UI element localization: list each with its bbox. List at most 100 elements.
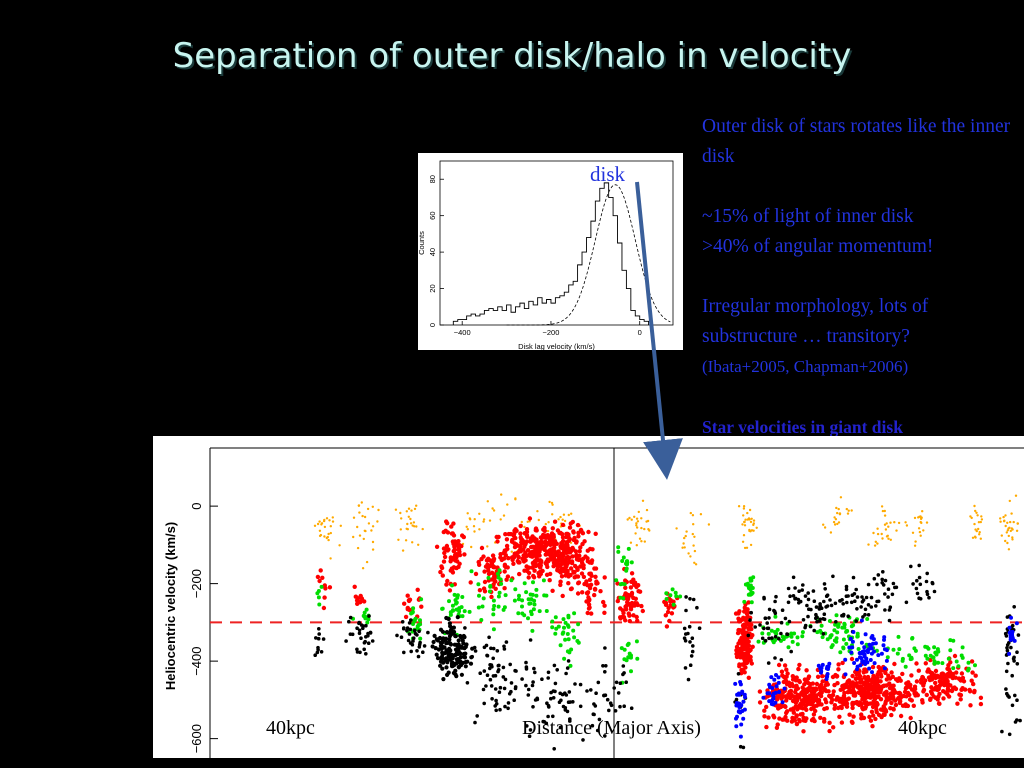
scatter-point — [407, 621, 412, 625]
scatter-point — [480, 604, 485, 609]
scatter-point — [980, 515, 983, 518]
scatter-point — [460, 533, 465, 538]
scatter-point — [797, 717, 802, 723]
scatter-point — [587, 597, 592, 602]
scatter-point — [576, 557, 581, 563]
scatter-point — [454, 555, 459, 560]
scatter-point — [824, 605, 828, 609]
scatter-point — [616, 545, 621, 550]
scatter-point — [557, 518, 560, 521]
scatter-point — [449, 524, 454, 529]
scatter-point — [841, 637, 846, 642]
scatter-point — [891, 581, 896, 586]
scatter-point — [850, 705, 855, 711]
scatter-point — [316, 522, 320, 526]
scatter-point — [901, 693, 907, 699]
scatter-point — [640, 526, 643, 530]
scatter-point — [741, 540, 745, 543]
scatter-point — [913, 693, 918, 698]
scatter-point — [552, 519, 558, 524]
scatter-point — [566, 700, 571, 704]
scatter-point — [525, 724, 529, 728]
scatter-point — [613, 709, 618, 713]
scatter-point — [318, 520, 321, 523]
scatter-point — [516, 597, 521, 602]
scatter-point — [833, 523, 837, 526]
scatter-point — [779, 631, 783, 636]
scatter-point — [482, 569, 487, 574]
scatter-point — [542, 528, 547, 533]
side-text-p4: Star velocities in giant disk — [702, 417, 903, 437]
scatter-point — [364, 652, 368, 656]
scatter-point — [913, 648, 918, 653]
scatter-point — [413, 507, 417, 511]
scatter-point — [914, 586, 919, 591]
scatter-point — [601, 599, 606, 605]
scatter-point — [740, 645, 745, 650]
scatter-point — [966, 660, 971, 665]
scatter-point — [624, 658, 629, 663]
scatter-point — [513, 542, 519, 547]
scatter-point — [550, 526, 555, 531]
scatter-point — [834, 613, 839, 618]
scatter-point — [526, 570, 532, 576]
scatter-point — [845, 507, 848, 511]
scatter-point — [415, 525, 418, 528]
scatter-point — [626, 518, 629, 521]
scatter-point — [811, 589, 816, 593]
scatter-point — [833, 601, 838, 606]
scatter-point — [589, 688, 593, 692]
scatter-point — [937, 701, 942, 706]
scatter-point — [883, 514, 887, 517]
scatter-point — [313, 524, 317, 527]
scatter-point — [871, 701, 877, 706]
scatter-point — [819, 606, 824, 610]
scatter-point — [621, 664, 626, 668]
scatter-point — [513, 686, 518, 691]
scatter-point — [635, 544, 638, 547]
scatter-point — [321, 637, 326, 641]
scatter-point — [940, 661, 945, 666]
scatter-point — [737, 505, 741, 508]
scatter-point — [847, 712, 852, 717]
scatter-point — [530, 683, 535, 688]
scatter-point — [887, 537, 890, 540]
scatter-point — [559, 541, 564, 546]
scatter-point — [458, 663, 464, 668]
scatter-point — [370, 529, 373, 532]
scatter-point — [914, 540, 917, 543]
scatter-point — [1009, 615, 1013, 620]
scatter-point — [756, 639, 761, 644]
scatter-point — [863, 695, 868, 701]
scatter-point — [833, 516, 836, 519]
scatter-point — [862, 649, 867, 654]
scatter-point — [406, 638, 411, 643]
scatter-point — [570, 545, 575, 551]
scatter-point — [1012, 605, 1016, 609]
scatter-point — [575, 639, 580, 643]
scatter-point — [801, 583, 805, 587]
scatter-point — [804, 668, 809, 673]
bottom-label-center: Distance (Major Axis) — [522, 717, 701, 739]
scatter-point — [325, 517, 329, 520]
scatter-point — [489, 577, 495, 582]
scatter-point — [452, 547, 457, 553]
scatter-point — [772, 677, 777, 682]
scatter-point — [827, 728, 832, 734]
scatter-point — [827, 619, 832, 623]
scatter-point — [842, 690, 847, 696]
scatter-point — [837, 699, 843, 704]
scatter-point — [875, 599, 879, 604]
scatter-point — [968, 703, 973, 708]
scatter-point — [1006, 661, 1010, 666]
scatter-point — [976, 514, 979, 517]
scatter-point — [688, 640, 692, 644]
scatter-point — [832, 682, 837, 688]
scatter-point — [747, 654, 752, 659]
scatter-point — [394, 508, 398, 511]
scatter-point — [562, 513, 566, 516]
scatter-point — [871, 689, 876, 694]
scatter-point — [508, 662, 512, 667]
scatter-point — [743, 520, 746, 524]
scatter-point — [884, 658, 889, 663]
